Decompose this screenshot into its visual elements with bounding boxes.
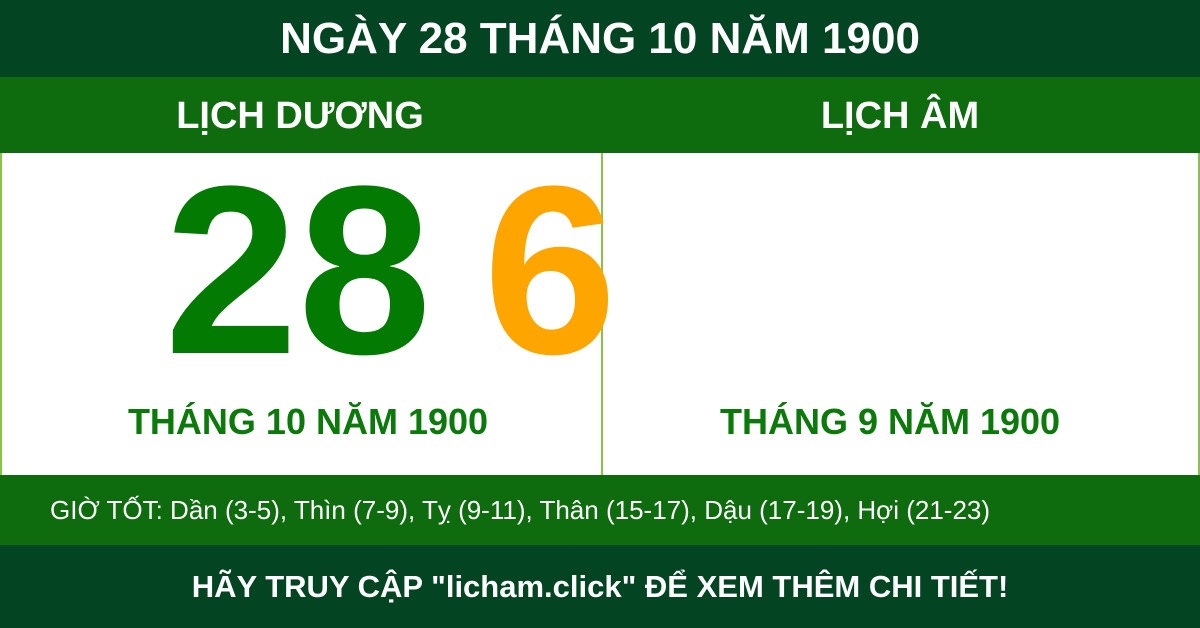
footer-cta: HÃY TRUY CẬP "licham.click" ĐỂ XEM THÊM … (0, 545, 1200, 628)
lunar-day: 6 (483, 136, 617, 404)
solar-day: 28 (164, 136, 432, 404)
good-hours: GIỜ TỐT: Dần (3-5), Thìn (7-9), Tỵ (9-11… (0, 475, 1200, 545)
solar-heading: LỊCH DƯƠNG (176, 95, 424, 137)
lunar-month-year: THÁNG 9 NĂM 1900 (719, 401, 1061, 442)
column-headings: LỊCH DƯƠNG LỊCH ÂM (0, 77, 1200, 153)
solar-month-year: THÁNG 10 NĂM 1900 (127, 401, 489, 442)
calendar-body: 28 6 THÁNG 10 NĂM 1900 THÁNG 9 NĂM 1900 (0, 136, 1200, 475)
page-title: NGÀY 28 THÁNG 10 NĂM 1900 (0, 0, 1200, 77)
lunar-heading: LỊCH ÂM (820, 95, 980, 137)
column-divider (601, 153, 603, 475)
